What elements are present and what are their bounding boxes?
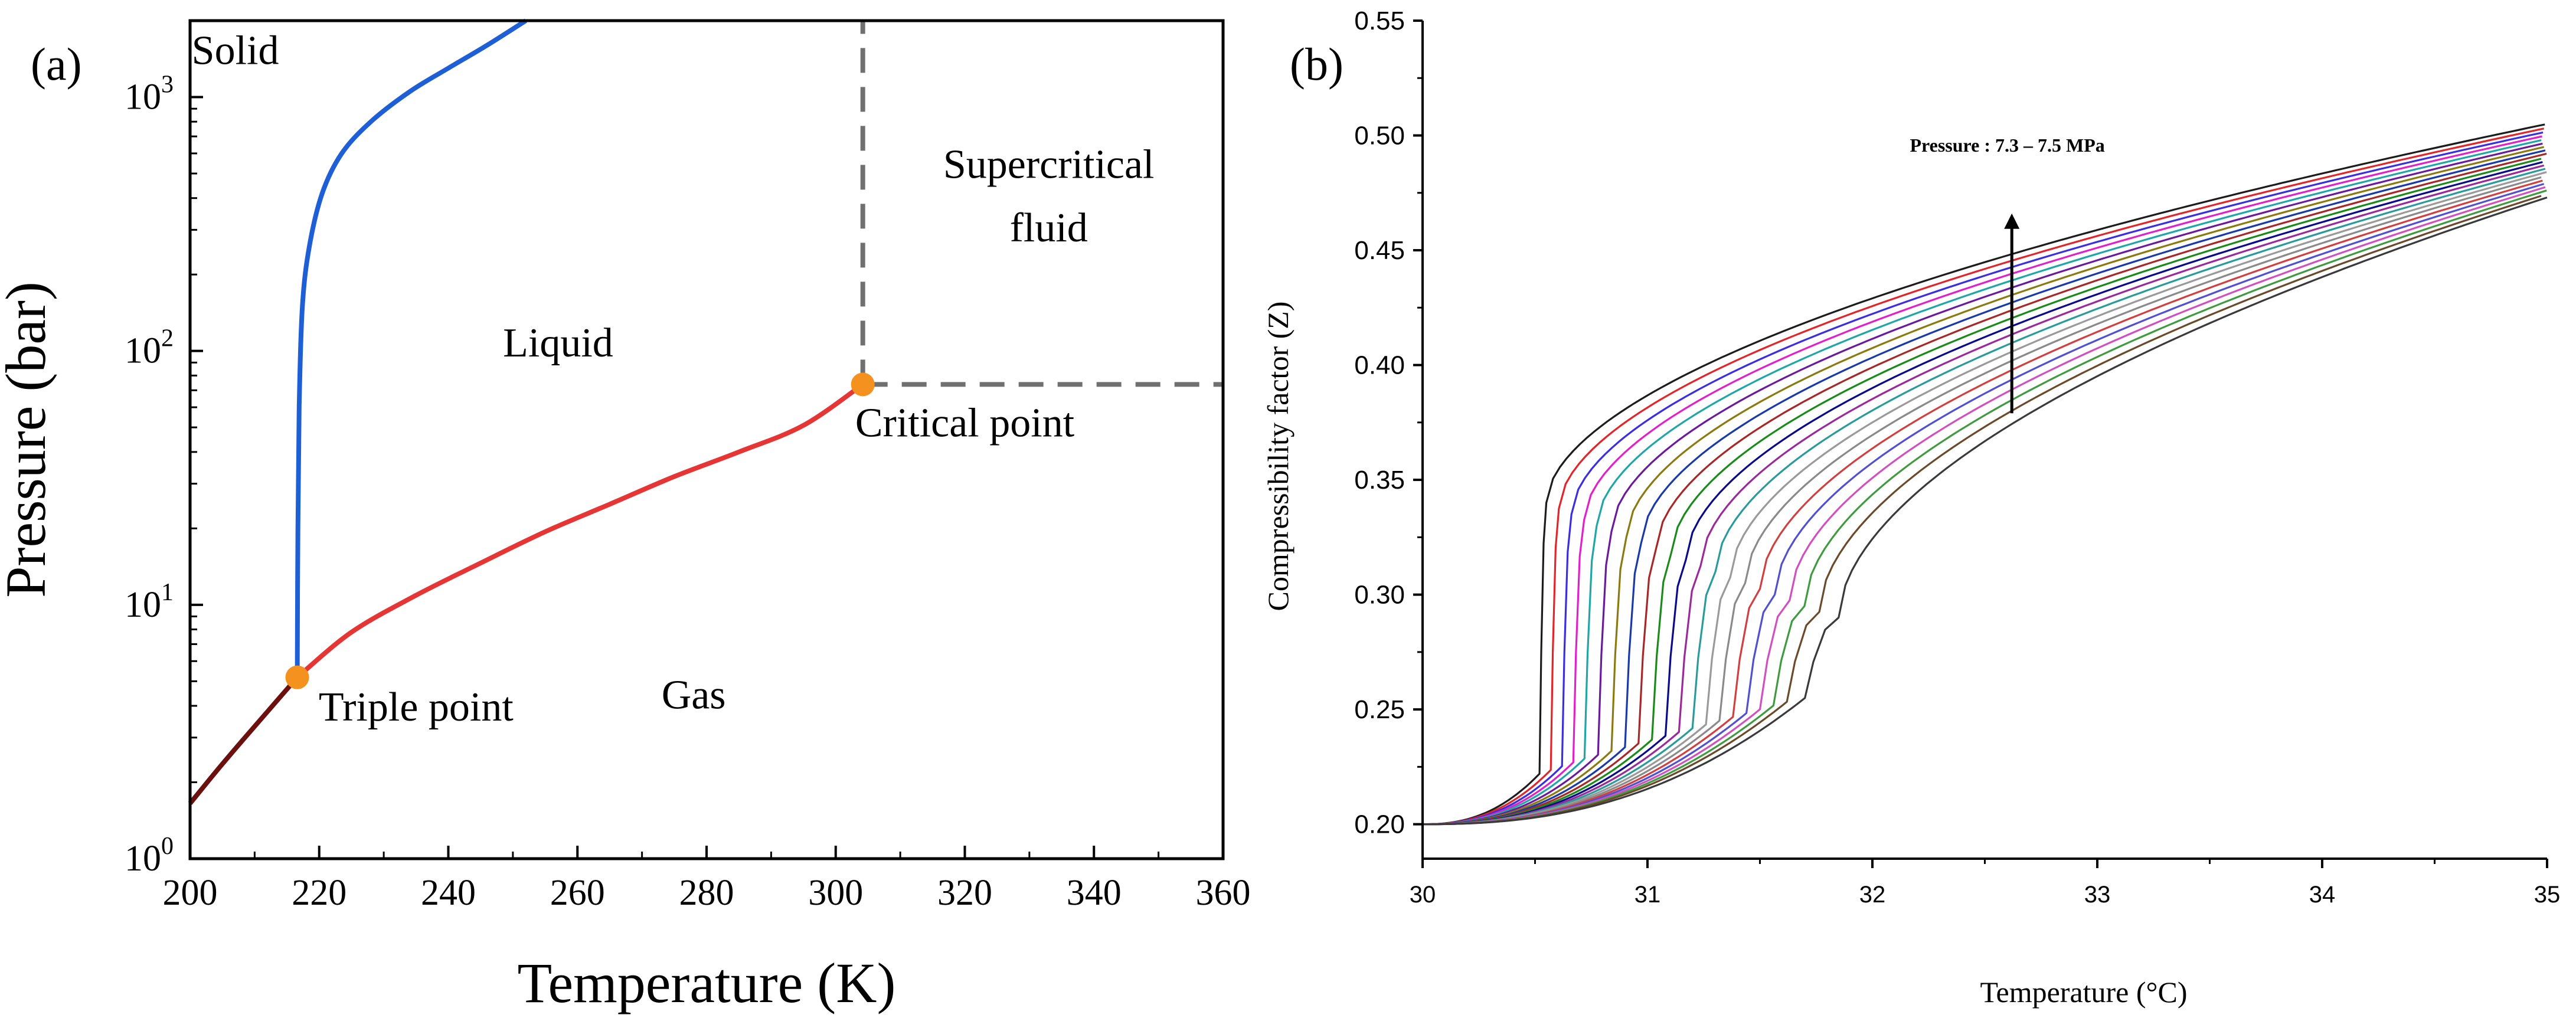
panel-b-x-tick-label: 30 xyxy=(1410,882,1436,908)
z-curve-8 xyxy=(1423,149,2546,826)
panel-a-x-tick-label: 280 xyxy=(679,873,734,913)
panel-a-x-axis-label: Temperature (K) xyxy=(518,951,896,1014)
region-label-gas: Gas xyxy=(662,673,726,718)
panel-b-y-tick-label: 0.40 xyxy=(1354,351,1405,380)
curve-vaporization xyxy=(296,382,864,679)
z-curve-10 xyxy=(1423,158,2542,826)
panel-a-y-tick-label: 100 xyxy=(125,833,174,879)
z-curve-6 xyxy=(1423,142,2543,826)
panel-a-x-tick-label: 320 xyxy=(937,873,992,913)
panel-b-y-axis-label: Compressibility factor (Z) xyxy=(1261,302,1294,611)
z-curve-9 xyxy=(1423,152,2547,826)
panel-a-x-tick-label: 240 xyxy=(421,873,476,913)
z-curve-14 xyxy=(1423,171,2547,826)
z-curve-11 xyxy=(1423,161,2543,826)
panel-a-x-tick-label: 220 xyxy=(292,873,346,913)
panel-a-y-axis-label: Pressure (bar) xyxy=(0,282,57,598)
panel-b-x-tick-label: 35 xyxy=(2534,882,2561,908)
panel-b-series-group xyxy=(1423,123,2548,826)
panel-b-y-tick-label: 0.55 xyxy=(1354,6,1405,35)
region-label-fluid: fluid xyxy=(1010,205,1088,251)
point-triple-point xyxy=(285,665,309,689)
z-curve-19 xyxy=(1423,189,2547,826)
z-curve-17 xyxy=(1423,183,2545,826)
panel-b-x-axis-label: Temperature (°C) xyxy=(1980,976,2187,1009)
region-label-liquid: Liquid xyxy=(503,320,613,366)
panel-b-y-tick-label: 0.50 xyxy=(1354,122,1405,150)
panel-b-x-tick-label: 34 xyxy=(2309,882,2336,908)
region-label-critical-point: Critical point xyxy=(855,401,1075,446)
curve-sublimation xyxy=(188,676,299,805)
z-curve-5 xyxy=(1423,139,2542,826)
panel-b-x-tick-label: 32 xyxy=(1859,882,1886,908)
panel-a-x-tick-label: 360 xyxy=(1196,873,1251,913)
region-label-solid: Solid xyxy=(192,28,279,73)
z-curve-7 xyxy=(1423,146,2545,826)
pressure-arrow-head xyxy=(2004,213,2020,229)
panel-b-y-tick-label: 0.20 xyxy=(1354,810,1405,839)
panel-b-y-tick-label: 0.25 xyxy=(1354,695,1405,724)
panel-b-y-tick-label: 0.30 xyxy=(1354,581,1405,610)
z-curve-3 xyxy=(1423,131,2544,826)
curve-melting xyxy=(295,18,527,677)
z-curve-2 xyxy=(1423,127,2545,826)
z-curve-20 xyxy=(1423,195,2542,826)
panel-a-label: (a) xyxy=(31,38,82,90)
panel-a-x-tick-label: 340 xyxy=(1067,873,1122,913)
panel-a-phase-diagram: (a) 200 220 240 260 280 300 320 340 360 100 101 102… xyxy=(0,18,1251,1014)
panel-b-x-tick-label: 33 xyxy=(2084,882,2111,908)
region-label-triple-point: Triple point xyxy=(319,685,514,730)
z-curve-16 xyxy=(1423,179,2543,826)
panel-a-y-tick-label: 103 xyxy=(125,71,174,117)
point-critical-point xyxy=(851,372,875,397)
panel-a-y-tick-label: 101 xyxy=(125,579,174,625)
z-curve-12 xyxy=(1423,164,2545,826)
z-curve-1 xyxy=(1423,123,2545,826)
panel-a-x-tick-label: 260 xyxy=(550,873,605,913)
pressure-range-annotation: Pressure : 7.3 – 7.5 MPa xyxy=(1910,135,2104,156)
panel-a-y-tick-label: 102 xyxy=(125,325,174,371)
panel-a-x-tick-label: 300 xyxy=(808,873,863,913)
panel-b-x-tick-label: 31 xyxy=(1634,882,1661,908)
z-curve-4 xyxy=(1423,135,2542,826)
panel-b-compressibility: (b) 30 31 32 33 34 35 0.20 0.25 0.30 0.35 0.40 0.45… xyxy=(1261,6,2560,1009)
z-curve-13 xyxy=(1423,168,2546,826)
region-label-supercritical: Supercritical xyxy=(943,142,1155,188)
panel-b-y-tick-label: 0.45 xyxy=(1354,236,1405,265)
z-curve-15 xyxy=(1423,176,2542,826)
z-curve-21 xyxy=(1423,197,2548,826)
panel-b-label: (b) xyxy=(1290,38,1343,90)
panel-b-y-tick-label: 0.35 xyxy=(1354,466,1405,495)
panel-a-x-tick-label: 200 xyxy=(163,873,218,913)
